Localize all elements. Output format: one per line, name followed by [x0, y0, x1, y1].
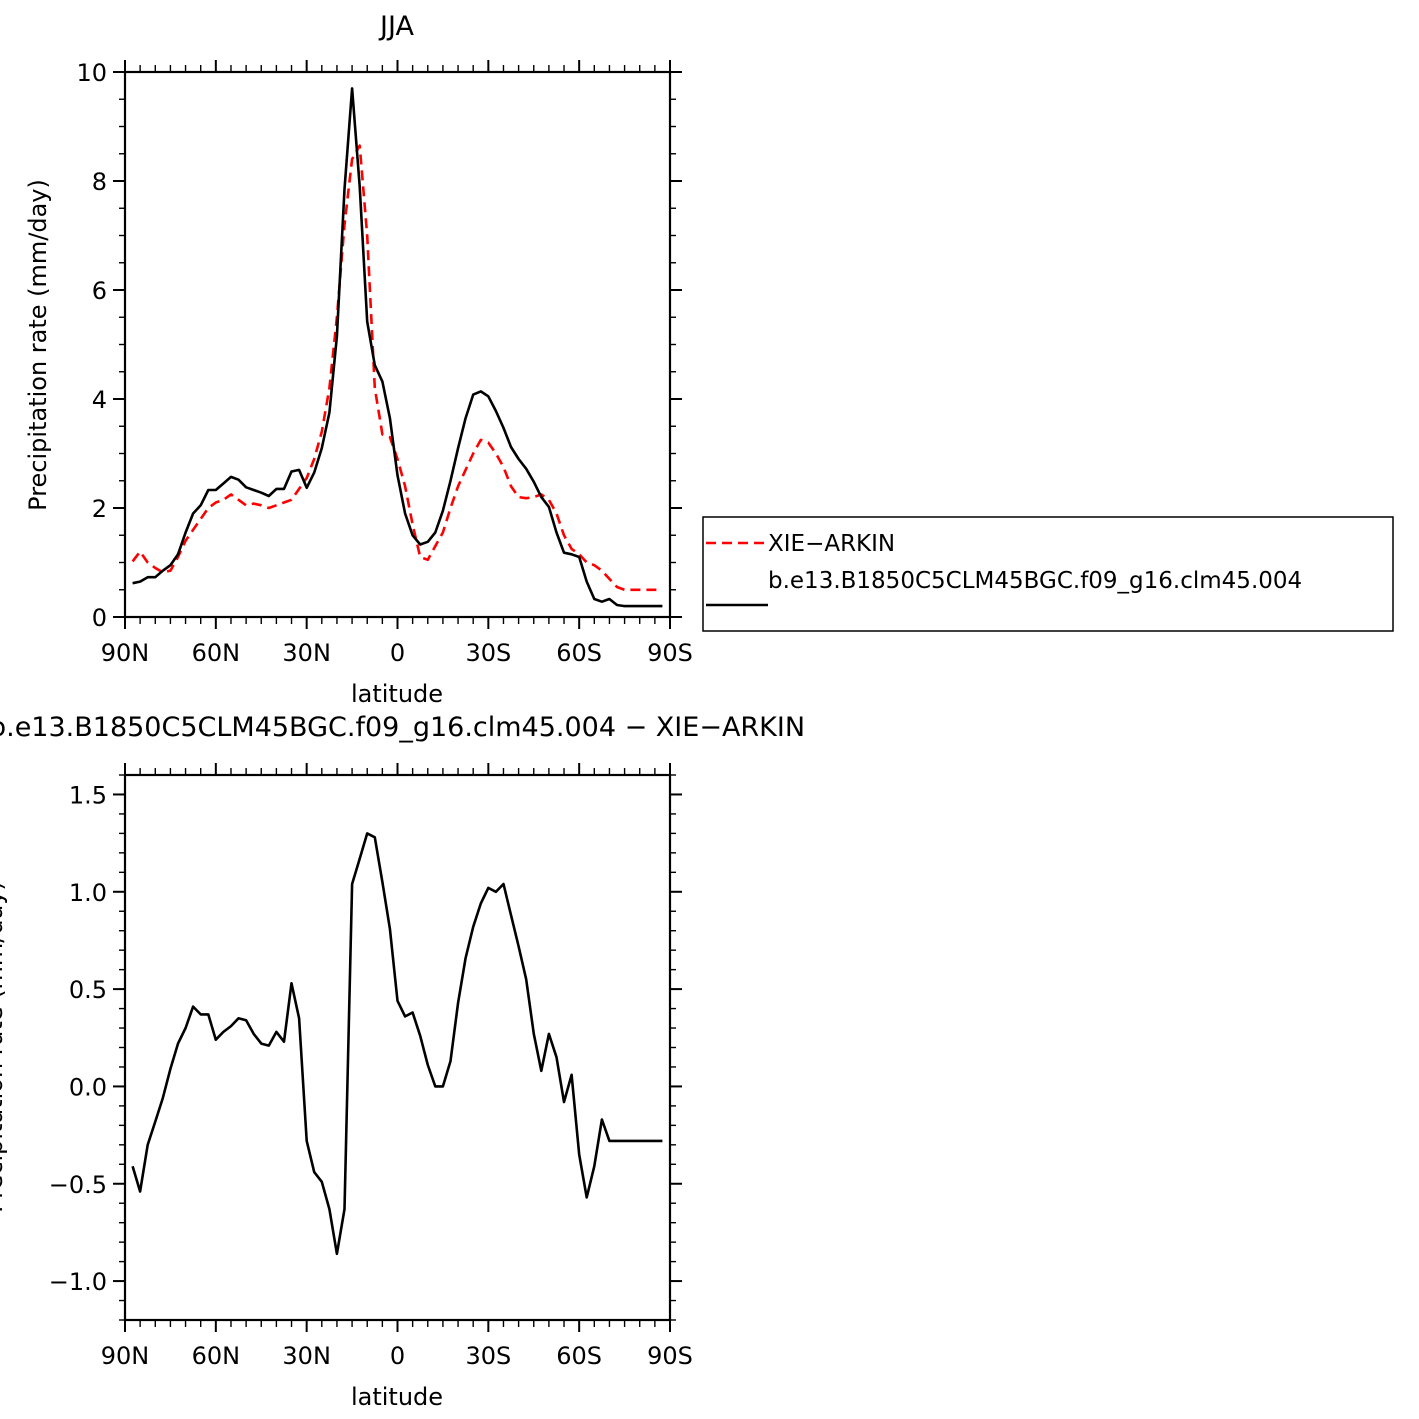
legend: XIE−ARKIN b.e13.B1850C5CLM45BGC.f09_g16.… [702, 516, 1394, 632]
legend-label-model: b.e13.B1850C5CLM45BGC.f09_g16.clm45.004 [768, 568, 1302, 594]
x-tick-label: 0 [390, 639, 405, 667]
x-tick-label: 90S [647, 1342, 693, 1370]
x-tick-label: 30S [465, 639, 511, 667]
x-tick-label: 60N [192, 639, 241, 667]
bottom-chart-title: b.e13.B1850C5CLM45BGC.f09_g16.clm45.004 … [0, 712, 805, 743]
y-tick-label: 2 [92, 495, 107, 523]
top-y-axis-title: Precipitation rate (mm/day) [24, 179, 52, 511]
series-line-0-0 [131, 144, 663, 592]
x-tick-label: 30N [282, 1342, 331, 1370]
y-tick-label: 0.5 [69, 976, 107, 1004]
y-tick-label: 10 [76, 59, 107, 87]
legend-box [702, 516, 1394, 632]
top-x-axis-title: latitude [351, 680, 443, 708]
y-tick-label: 1.0 [69, 879, 107, 907]
y-tick-label: 6 [92, 277, 107, 305]
y-tick-label: 4 [92, 386, 107, 414]
x-tick-label: 90N [101, 1342, 150, 1370]
bottom-y-axis-title: Precipitation rate (mm/day) [0, 881, 8, 1213]
y-tick-label: 0.0 [69, 1073, 107, 1101]
x-tick-label: 60N [192, 1342, 241, 1370]
x-tick-label: 90S [647, 639, 693, 667]
y-tick-label: −1.0 [49, 1268, 107, 1296]
series-line-0-1 [132, 87, 663, 608]
y-tick-label: 1.5 [69, 781, 107, 809]
plot-frame [123, 70, 672, 619]
y-tick-label: 0 [92, 604, 107, 632]
x-tick-label: 30S [465, 1342, 511, 1370]
plot-frame [123, 773, 672, 1322]
x-tick-label: 90N [101, 639, 150, 667]
bottom-x-axis-title: latitude [351, 1383, 443, 1411]
x-tick-label: 60S [556, 1342, 602, 1370]
series-line-1-0 [131, 832, 663, 1256]
x-tick-label: 60S [556, 639, 602, 667]
bottom-panel: b.e13.B1850C5CLM45BGC.f09_g16.clm45.004 … [0, 712, 805, 1411]
x-tick-label: 30N [282, 639, 331, 667]
y-tick-label: −0.5 [49, 1171, 107, 1199]
x-tick-label: 0 [390, 1342, 405, 1370]
top-chart-title: JJA [378, 11, 414, 42]
bottom-chart-marks: 1.5 1.0 0.5 0.0 −0.5 −1.0 90N 60N 30N 0 30S 60S 90S [49, 763, 693, 1370]
y-tick-label: 8 [92, 168, 107, 196]
top-chart-marks: 0 2 4 6 8 10 90N 60N 30N 0 30S 60S 90S [76, 59, 692, 667]
legend-label-xie-arkin: XIE−ARKIN [768, 531, 895, 557]
